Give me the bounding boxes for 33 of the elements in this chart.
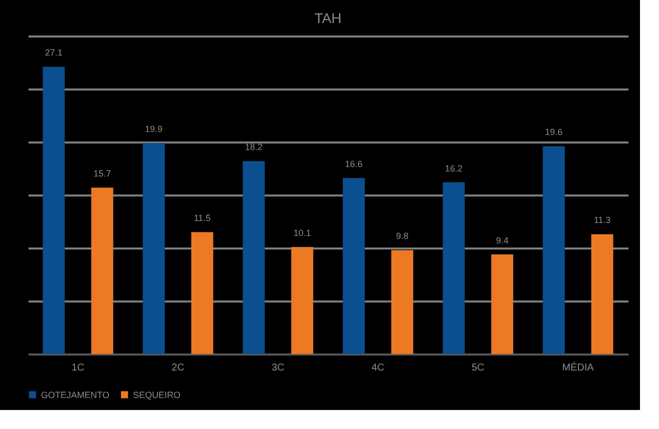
bar (542, 146, 565, 354)
bar (391, 250, 414, 354)
bar (342, 178, 365, 354)
bar (91, 188, 114, 354)
data-label: 11.5 (194, 213, 211, 224)
data-label: 10.1 (293, 228, 312, 238)
data-label: 18.2 (244, 142, 263, 152)
data-label: 19.6 (544, 127, 563, 138)
bar (291, 246, 314, 354)
bar (191, 232, 214, 354)
bar (591, 234, 614, 354)
data-label: 19.9 (144, 124, 163, 134)
legend-label: GOTEJAMENTO (41, 390, 110, 400)
bar (242, 161, 265, 354)
chart-title: TAH (314, 10, 342, 26)
bar (42, 66, 65, 354)
data-label: 27.1 (44, 48, 63, 58)
bar (442, 182, 465, 354)
x-tick-label: 4C (372, 362, 384, 374)
data-label: 9.4 (496, 235, 508, 246)
data-label: 15.7 (93, 168, 112, 179)
x-tick-label: 3C (272, 362, 284, 374)
data-label: 16.6 (344, 159, 363, 170)
x-tick-label: 5C (472, 362, 484, 374)
data-label: 16.2 (444, 163, 463, 174)
data-label: 9.8 (396, 231, 408, 242)
legend-label: SEQUEIRO (133, 390, 181, 400)
x-tick-label: MÉDIA (562, 362, 594, 374)
x-tick-label: 1C (72, 362, 84, 374)
data-label: 11.3 (594, 215, 611, 226)
bar (142, 143, 165, 354)
bar (491, 254, 514, 354)
x-tick-label: 2C (172, 362, 184, 374)
